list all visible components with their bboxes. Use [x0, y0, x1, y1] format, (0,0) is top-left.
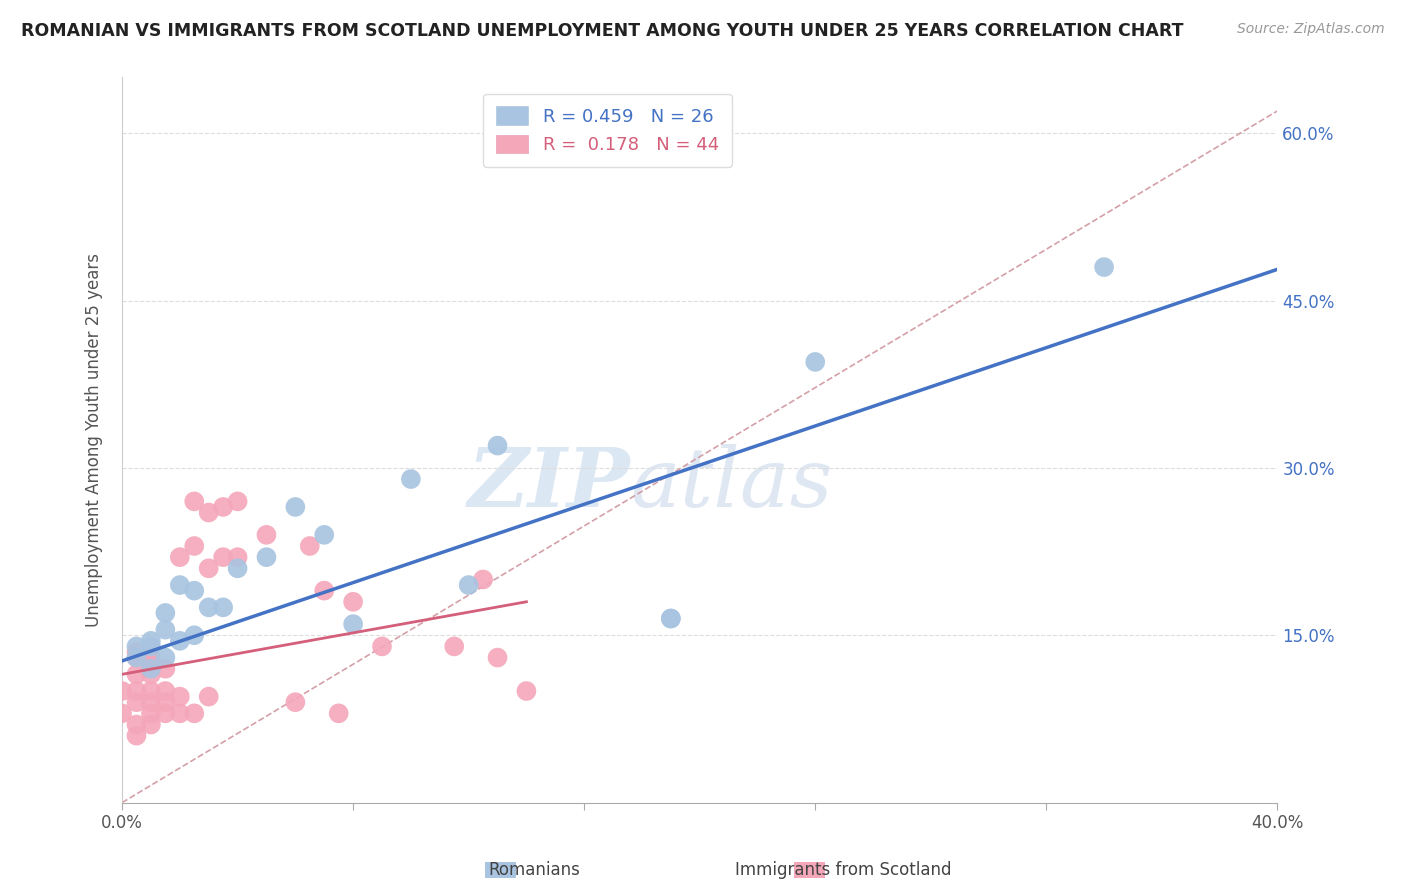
Point: [284, 500, 307, 514]
Point: [139, 717, 162, 731]
Point: [169, 550, 191, 565]
Point: [183, 583, 205, 598]
Y-axis label: Unemployment Among Youth under 25 years: Unemployment Among Youth under 25 years: [86, 253, 103, 627]
Point: [139, 706, 162, 721]
Point: [169, 706, 191, 721]
Point: [457, 578, 479, 592]
Point: [125, 695, 148, 709]
Point: [155, 662, 177, 676]
Point: [125, 640, 148, 654]
Point: [212, 600, 235, 615]
Point: [212, 500, 235, 514]
Point: [659, 611, 682, 625]
Point: [155, 695, 177, 709]
Point: [155, 650, 177, 665]
Point: [169, 578, 191, 592]
Point: [183, 706, 205, 721]
Point: [659, 611, 682, 625]
Point: [212, 550, 235, 565]
Text: atlas: atlas: [630, 443, 832, 524]
Point: [169, 690, 191, 704]
Point: [139, 650, 162, 665]
Point: [183, 628, 205, 642]
Point: [342, 595, 364, 609]
Text: ZIP: ZIP: [468, 443, 630, 524]
Point: [111, 684, 134, 698]
Point: [284, 695, 307, 709]
Point: [226, 561, 249, 575]
Point: [139, 656, 162, 670]
Point: [155, 623, 177, 637]
Point: [197, 690, 219, 704]
Point: [515, 684, 537, 698]
Text: Source: ZipAtlas.com: Source: ZipAtlas.com: [1237, 22, 1385, 37]
Point: [139, 684, 162, 698]
Point: [342, 617, 364, 632]
Point: [486, 439, 509, 453]
Point: [399, 472, 422, 486]
Text: Immigrants from Scotland: Immigrants from Scotland: [735, 861, 952, 879]
Point: [256, 550, 278, 565]
Point: [298, 539, 321, 553]
Point: [139, 667, 162, 681]
Point: [125, 667, 148, 681]
Point: [183, 539, 205, 553]
Text: ROMANIAN VS IMMIGRANTS FROM SCOTLAND UNEMPLOYMENT AMONG YOUTH UNDER 25 YEARS COR: ROMANIAN VS IMMIGRANTS FROM SCOTLAND UNE…: [21, 22, 1184, 40]
Point: [125, 729, 148, 743]
Point: [125, 650, 148, 665]
Point: [139, 640, 162, 654]
Point: [125, 717, 148, 731]
Point: [139, 695, 162, 709]
Text: Romanians: Romanians: [488, 861, 581, 879]
Point: [197, 600, 219, 615]
Point: [804, 355, 827, 369]
Point: [314, 528, 336, 542]
Point: [155, 706, 177, 721]
Point: [125, 650, 148, 665]
Point: [226, 494, 249, 508]
Point: [155, 684, 177, 698]
Point: [472, 573, 495, 587]
Point: [328, 706, 350, 721]
Point: [443, 640, 465, 654]
Point: [183, 494, 205, 508]
Point: [197, 506, 219, 520]
Point: [125, 645, 148, 659]
Point: [197, 561, 219, 575]
Point: [125, 684, 148, 698]
Point: [139, 633, 162, 648]
Point: [314, 583, 336, 598]
Point: [371, 640, 394, 654]
Point: [155, 606, 177, 620]
Point: [169, 633, 191, 648]
Point: [256, 528, 278, 542]
Legend: R = 0.459   N = 26, R =  0.178   N = 44: R = 0.459 N = 26, R = 0.178 N = 44: [484, 94, 731, 167]
Point: [1092, 260, 1115, 274]
Point: [111, 706, 134, 721]
Point: [226, 550, 249, 565]
Point: [139, 662, 162, 676]
Point: [486, 650, 509, 665]
